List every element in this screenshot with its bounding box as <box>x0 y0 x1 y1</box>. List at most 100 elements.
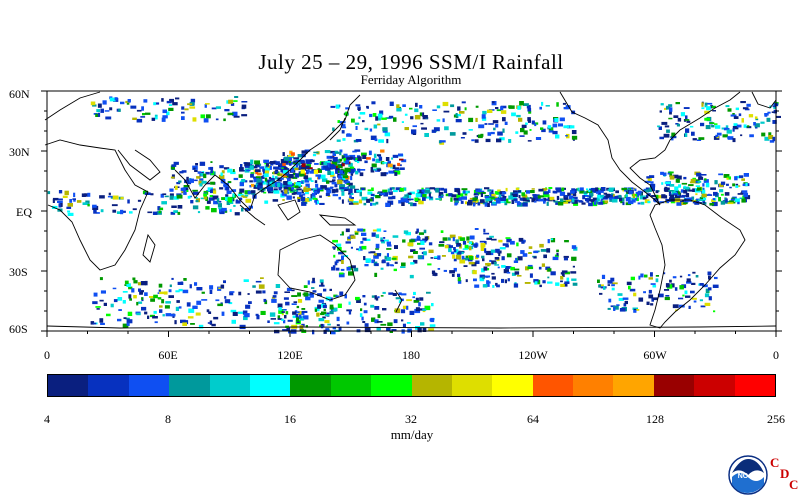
rain-cell <box>644 180 651 183</box>
rain-cell <box>448 245 453 248</box>
rain-cell <box>380 295 384 297</box>
rain-cell <box>231 319 236 324</box>
rain-cell <box>628 285 631 290</box>
rain-cell <box>312 277 315 282</box>
rain-cell <box>283 181 289 186</box>
rain-cell <box>158 289 161 292</box>
rain-cell <box>716 136 719 139</box>
rain-cell <box>114 97 118 101</box>
rain-cell <box>190 200 194 204</box>
rain-cell <box>473 193 477 196</box>
rain-cell <box>398 200 404 204</box>
rain-cell <box>199 161 206 166</box>
rain-cell <box>669 107 673 112</box>
rain-cell <box>714 180 718 185</box>
rain-cell <box>203 193 207 197</box>
rain-cell <box>705 182 710 188</box>
rain-cell <box>225 187 230 191</box>
rain-cell <box>317 293 322 297</box>
rain-cell <box>307 280 310 285</box>
rain-cell <box>249 180 253 183</box>
rain-cell <box>640 201 645 205</box>
rain-cell <box>497 196 500 200</box>
rain-cell <box>92 301 98 305</box>
rain-cell <box>107 195 114 198</box>
rain-cell <box>259 166 265 169</box>
rain-cell <box>428 249 434 253</box>
rain-cell <box>182 322 187 326</box>
rain-cell <box>577 187 580 192</box>
rain-cell <box>665 283 670 288</box>
rain-cell <box>201 180 207 184</box>
rain-cell <box>305 296 311 301</box>
rain-cell <box>556 189 562 193</box>
rain-cell <box>112 195 119 200</box>
rain-cell <box>223 280 226 284</box>
rain-cell <box>371 295 375 298</box>
rain-cell <box>552 123 558 128</box>
rain-cell <box>133 295 137 299</box>
legend-swatch <box>330 375 372 396</box>
rain-cell <box>325 193 330 197</box>
rain-cell <box>122 323 129 328</box>
rain-cell <box>414 115 421 120</box>
rain-cell <box>669 175 675 180</box>
rain-cell <box>481 255 485 259</box>
rain-cell <box>369 198 373 202</box>
rain-cell <box>698 137 705 140</box>
rain-cell <box>239 188 245 193</box>
rain-cell <box>398 153 403 157</box>
rain-cell <box>330 173 335 178</box>
rain-cell <box>304 198 310 202</box>
rain-cell <box>387 163 393 168</box>
rain-cell <box>154 114 158 120</box>
rain-cell <box>218 207 223 210</box>
rain-cell <box>348 301 351 305</box>
rain-cell <box>669 173 673 178</box>
rain-cell <box>122 291 128 293</box>
rain-cell <box>357 156 362 161</box>
rain-cell <box>356 248 359 251</box>
rain-cell <box>382 162 388 164</box>
rain-cell <box>638 275 641 280</box>
rain-cell <box>489 193 493 197</box>
rain-cell <box>320 312 325 316</box>
rain-cell <box>442 101 449 107</box>
rain-cell <box>241 179 246 183</box>
rain-cell <box>768 132 772 137</box>
rain-cell <box>650 181 654 184</box>
rain-cell <box>439 241 445 244</box>
rain-cell <box>736 124 742 128</box>
rain-cell <box>330 171 335 175</box>
rain-cell <box>250 159 254 164</box>
map-title: July 25 – 29, 1996 SSM/I Rainfall <box>258 50 564 74</box>
rain-cell <box>401 293 407 296</box>
rain-cell <box>293 157 299 160</box>
rain-cell <box>415 193 421 198</box>
rain-cell <box>415 102 418 107</box>
rain-cell <box>669 194 674 198</box>
rain-cell <box>284 189 288 194</box>
rain-cell <box>321 178 328 182</box>
rain-cell <box>209 166 214 170</box>
coast-europe <box>44 91 101 121</box>
rain-cell <box>267 187 273 192</box>
rain-cell <box>715 125 721 129</box>
rain-cell <box>638 297 644 302</box>
rain-cell <box>200 114 205 119</box>
rain-cell <box>666 105 669 110</box>
rain-cell <box>556 249 559 253</box>
rain-cell <box>341 191 345 196</box>
rain-cell <box>219 212 225 215</box>
rain-cell <box>210 188 213 191</box>
rain-cell <box>144 311 148 315</box>
rain-cell <box>306 293 312 296</box>
rain-cell <box>204 104 207 108</box>
rain-cell <box>389 330 393 333</box>
rain-cell <box>449 234 456 239</box>
rain-cell <box>673 193 678 195</box>
rain-cell <box>629 288 636 292</box>
rain-cell <box>732 183 736 187</box>
rain-cell <box>177 281 184 285</box>
rain-cell <box>219 208 222 214</box>
